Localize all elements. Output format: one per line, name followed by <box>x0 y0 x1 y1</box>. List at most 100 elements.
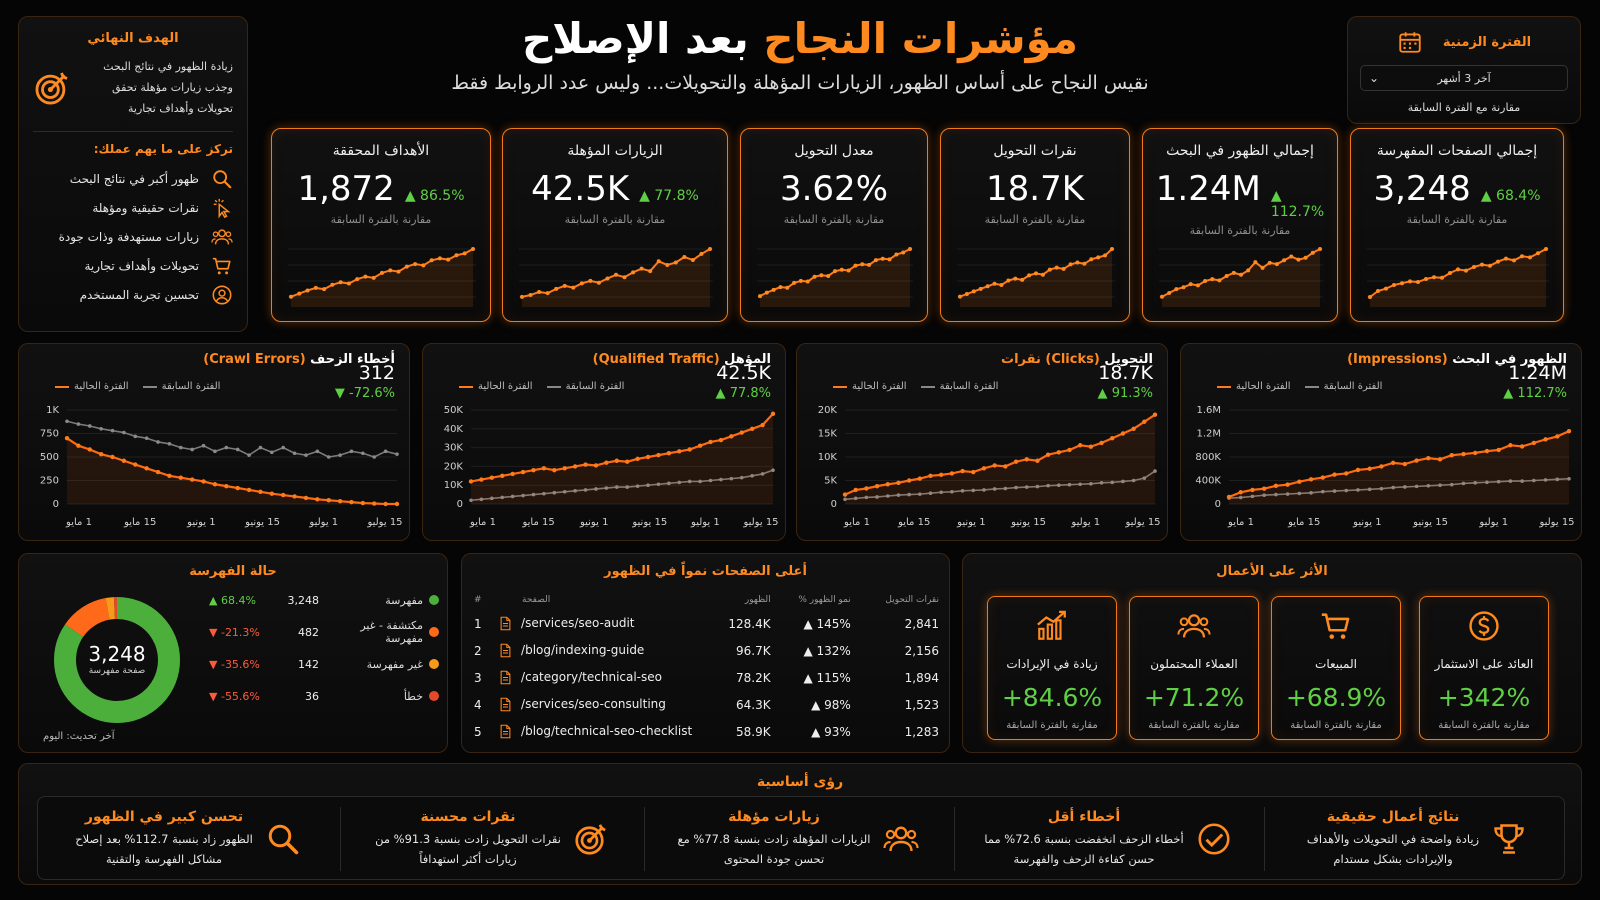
sparkline-point <box>860 262 865 267</box>
page-path-link[interactable]: /blog/indexing-guide <box>521 643 645 657</box>
sparkline-point <box>404 264 409 269</box>
previous-point <box>1078 482 1082 487</box>
previous-point <box>1532 478 1536 483</box>
current-point <box>1013 459 1019 464</box>
kpi-subtext: مقارنة بالفترة السابقة <box>984 213 1086 226</box>
table-row[interactable]: 5/blog/technical-seo-checklist 58.9K ▲ 93%… <box>474 718 939 745</box>
current-point <box>315 497 320 502</box>
sparkline-point <box>1013 276 1018 281</box>
cell-page[interactable]: /category/technical-seo <box>498 664 708 691</box>
growth-value: 115% <box>816 670 851 685</box>
cell-page[interactable]: /services/seo-consulting <box>498 691 708 718</box>
goal-line: وجذب زيارات مؤهلة تحقق <box>112 81 233 94</box>
page-path-link[interactable]: /category/technical-seo <box>521 670 662 684</box>
table-row[interactable]: 2/blog/indexing-guide 96.7K ▲ 132% 2,156 <box>474 637 939 664</box>
sparkline-point <box>812 274 817 279</box>
business-impact-title: الأثر على الأعمال <box>1216 564 1328 579</box>
previous-point <box>500 495 505 500</box>
previous-point <box>1426 483 1431 488</box>
current-point <box>1067 447 1072 453</box>
sparkline-point <box>867 262 872 267</box>
sparkline-point <box>648 269 653 274</box>
cell-growth: ▲ 132% <box>779 637 859 664</box>
current-point <box>1003 464 1008 469</box>
cell-rank: 2 <box>474 643 482 658</box>
trend-up-icon: ▲ <box>811 724 825 739</box>
x-tick-label: 1 مايو <box>469 517 496 528</box>
insight-title: زيارات مؤهلة <box>728 809 820 825</box>
sparkline-point <box>901 250 906 255</box>
x-tick-label: 15 يونيو <box>631 517 667 528</box>
sparkline-point <box>605 276 610 281</box>
previous-point <box>928 491 933 495</box>
cart-icon <box>211 255 233 277</box>
sparkline-point <box>1267 260 1272 265</box>
previous-point <box>1274 492 1278 497</box>
current-point <box>853 487 858 493</box>
sparkline-point <box>1289 254 1294 259</box>
index-value: 3,248 <box>287 593 320 607</box>
chart-total: 1.24M <box>1508 362 1567 384</box>
y-tick-label: 20K <box>444 461 464 472</box>
kpi-change: ▲ 77.8% <box>639 188 699 204</box>
sparkline-point <box>1061 266 1066 271</box>
previous-point <box>971 488 976 493</box>
table-row[interactable]: 4/services/seo-consulting 64.3K ▲ 98% 1,523 <box>474 691 939 718</box>
trend-up-icon: ▲ <box>1270 188 1282 204</box>
cell-page[interactable]: /blog/indexing-guide <box>498 637 708 664</box>
sparkline-point <box>1224 274 1229 278</box>
table-row[interactable]: 3/category/technical-seo 78.2K ▲ 115% 1,894 <box>474 664 939 691</box>
cell-conv: 2,156 <box>904 643 939 658</box>
page-path-link[interactable]: /blog/technical-seo-checklist <box>521 724 693 738</box>
business-card-subtext: مقارنة بالفترة السابقة <box>1148 720 1240 731</box>
current-point <box>394 501 400 507</box>
kpi-value: 18.7K <box>986 169 1084 209</box>
trend-up-icon: ▲ <box>639 188 655 204</box>
line-chart: 20K 15K 10K 5K 0 1 مايو 15 مايو 1 يونيو 15 يونيو… <box>818 405 1161 528</box>
current-point <box>337 498 343 504</box>
table-row[interactable]: 1/services/seo-audit 128.4K ▲ 145% 2,841 <box>474 610 939 637</box>
x-tick-label: 15 مايو <box>897 517 930 528</box>
kpi-title: معدل التحويل <box>794 143 874 159</box>
previous-point <box>122 430 126 435</box>
insight-item: تحسن كبير في الظهور الظهور زاد بنسبة 112.… <box>38 797 338 881</box>
calendar-icon <box>1397 29 1423 55</box>
sparkline-point <box>1195 283 1200 288</box>
sparkline-point <box>1246 268 1251 273</box>
sparkline-point <box>1488 263 1492 268</box>
sparkline-point <box>673 260 678 265</box>
previous-point <box>1046 483 1050 488</box>
page-path-link[interactable]: /services/seo-audit <box>521 616 635 630</box>
current-point <box>167 473 172 478</box>
period-select[interactable]: آخر 3 أشهر ⌄ <box>1360 65 1568 91</box>
sparkline-point <box>1068 262 1073 267</box>
sparkline-point <box>758 294 762 299</box>
focus-item: نقرات حقيقية ومؤهلة <box>33 193 233 222</box>
trend-up-icon: ▲ <box>1097 386 1112 401</box>
current-point <box>1355 467 1361 473</box>
previous-point <box>573 489 577 493</box>
top-pages-table: # الصفحة الظهور % نمو الظهور نقرات التحو… <box>474 590 939 745</box>
insight-item: نقرات محسنة نقرات التحويل زادت بنسبة 91.3… <box>344 797 640 881</box>
previous-point <box>1035 484 1040 489</box>
current-point <box>201 479 206 484</box>
previous-point <box>1485 480 1489 485</box>
cell-page[interactable]: /blog/technical-seo-checklist <box>498 718 708 745</box>
previous-point <box>1099 481 1104 485</box>
previous-point <box>1461 481 1466 486</box>
current-point <box>1056 450 1061 455</box>
page-path-link[interactable]: /services/seo-consulting <box>521 697 666 711</box>
sparkline-point <box>785 285 790 290</box>
cell-page[interactable]: /services/seo-audit <box>498 610 708 637</box>
sparkline-point <box>355 277 360 282</box>
current-point <box>1045 452 1051 457</box>
insight-text: الظهور زاد بنسبة 112.7% بعد إصلاح مشاكل ا… <box>75 829 253 869</box>
kpi-change: ▲ 112.7% <box>1271 188 1324 220</box>
previous-point <box>144 436 149 440</box>
current-point <box>885 482 890 487</box>
period-title: الفترة الزمنية <box>1442 34 1532 50</box>
goal-title: الهدف النهائي <box>87 31 179 46</box>
sparkline-point <box>388 268 393 273</box>
legend-previous: الفترة السابقة <box>142 381 220 392</box>
x-tick-label: 15 يوليو <box>742 517 778 528</box>
